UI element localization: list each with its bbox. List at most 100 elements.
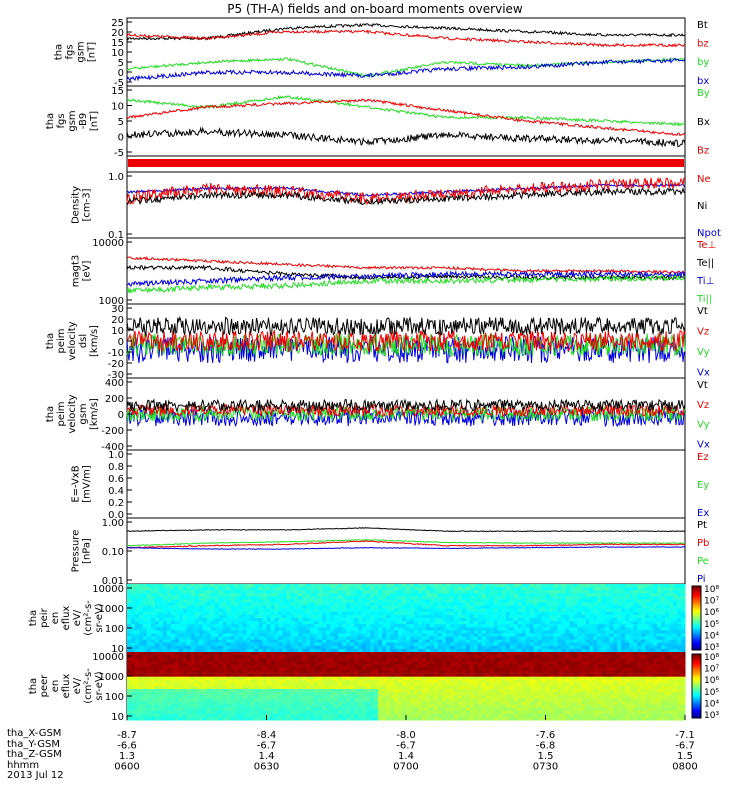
ion-spectrogram-cell [593,645,598,650]
electron-spectrogram-cell [433,664,439,668]
ion-spectrogram-cell [182,636,188,641]
ion-spectrogram-cell [509,614,515,619]
electron-spectrogram-cell [398,682,403,687]
ion-spectrogram-cell [131,642,136,647]
ion-spectrogram-cell [677,587,682,591]
electron-spectrogram-cell [310,661,315,665]
ion-spectrogram-cell [613,648,618,653]
ion-spectrogram-cell [350,611,355,616]
ion-spectrogram-cell [657,648,662,653]
electron-spectrogram-cell [525,658,531,662]
ion-spectrogram-cell [649,645,654,650]
ion-spectrogram-cell [445,593,451,597]
electron-spectrogram-cell [226,679,232,684]
ion-spectrogram-cell [170,602,176,607]
ion-spectrogram-cell [677,630,682,634]
electron-spectrogram-cell [406,686,411,690]
ion-spectrogram-cell [135,639,140,644]
electron-spectrogram-cell [669,686,674,690]
ion-spectrogram-cell [294,587,299,591]
electron-spectrogram-cell [166,652,172,656]
electron-spectrogram-cell [214,689,220,693]
electron-spectrogram-cell [326,664,331,668]
ion-spectrogram-cell [146,599,152,604]
electron-spectrogram-cell [318,686,323,690]
electron-spectrogram-cell [326,652,331,656]
ion-spectrogram-cell [318,642,323,647]
ion-spectrogram-cell [170,633,176,638]
ion-spectrogram-cell [406,593,411,597]
electron-spectrogram-cell [242,655,248,659]
ion-spectrogram-cell [549,584,554,588]
electron-spectrogram-cell [597,652,602,656]
electron-spectrogram-cell [206,682,212,687]
ion-spectrogram-cell [398,645,403,650]
ion-spectrogram-cell [477,645,483,650]
electron-spectrogram-cell [170,679,176,684]
ion-spectrogram-cell [366,642,371,647]
electron-spectrogram-cell [342,676,347,681]
ion-spectrogram-cell [437,590,443,594]
ion-spectrogram-cell [342,584,347,588]
ion-spectrogram-cell [318,624,323,628]
electron-spectrogram-cell [198,661,204,665]
electron-spectrogram-cell [549,679,554,684]
ion-spectrogram-cell [362,584,367,588]
ion-spectrogram-cell [354,618,359,622]
ion-spectrogram-cell [394,608,399,613]
electron-spectrogram-cell [286,682,291,687]
ion-spectrogram-cell [609,602,614,607]
electron-spectrogram-cell [629,679,634,684]
electron-spectrogram-cell [489,658,495,662]
ion-spectrogram-cell [613,596,618,600]
ion-spectrogram-cell [330,605,335,610]
electron-spectrogram-cell [378,682,383,687]
ion-spectrogram-cell [366,636,371,641]
electron-spectrogram-cell [517,667,523,672]
ion-spectrogram-cell [198,639,204,644]
ion-spectrogram-cell [322,633,327,638]
ion-spectrogram-cell [617,608,622,613]
electron-spectrogram-cell [545,676,550,681]
ion-spectrogram-cell [601,639,606,644]
ion-spectrogram-cell [509,605,515,610]
ion-spectrogram-cell [653,627,658,631]
electron-spectrogram-cell [162,658,168,662]
ion-spectrogram-cell [553,633,558,638]
ion-spectrogram-cell [198,624,204,628]
ion-spectrogram-cell [449,593,455,597]
ion-spectrogram-cell [509,627,515,631]
ion-spectrogram-cell [597,618,602,622]
ion-spectrogram-cell [625,627,630,631]
ion-spectrogram-cell [266,648,271,653]
ion-spectrogram-cell [517,624,523,628]
ion-spectrogram-cell [573,636,578,641]
electron-spectrogram-cell [142,658,148,662]
electron-spectrogram-cell [629,673,634,678]
ion-spectrogram-cell [477,642,483,647]
ion-spectrogram-cell [441,587,447,591]
ion-spectrogram-cell [421,614,427,619]
electron-spectrogram-cell [258,670,263,675]
electron-spectrogram-cell [154,658,160,662]
ion-spectrogram-cell [230,593,236,597]
electron-spectrogram-cell [653,682,658,687]
ion-spectrogram-cell [445,599,451,604]
electron-spectrogram-cell [633,658,638,662]
electron-spectrogram-cell [617,652,622,656]
electron-spectrogram-cell [593,686,598,690]
electron-spectrogram-cell [258,692,263,696]
electron-spectrogram-cell [306,682,311,687]
electron-spectrogram-cell [633,655,638,659]
electron-spectrogram-cell [314,661,319,665]
ion-spectrogram-cell [234,608,240,613]
ion-spectrogram-cell [354,602,359,607]
ion-spectrogram-cell [330,614,335,619]
ion-spectrogram-cell [525,648,531,653]
electron-spectrogram-cell [529,655,535,659]
ion-spectrogram-cell [230,636,236,641]
ion-spectrogram-cell [166,639,172,644]
electron-spectrogram-cell [529,676,535,681]
series-tipar-line [126,274,686,294]
electron-spectrogram-cell [202,673,208,678]
